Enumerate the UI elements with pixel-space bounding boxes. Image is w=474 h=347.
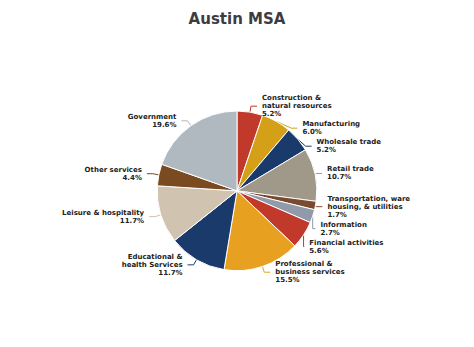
svg-text:1.7%: 1.7% — [327, 211, 346, 219]
svg-text:natural resources: natural resources — [262, 102, 332, 110]
svg-text:Professional &: Professional & — [275, 260, 332, 268]
svg-text:Government: Government — [128, 113, 177, 121]
svg-text:Construction &: Construction & — [262, 94, 321, 102]
svg-text:5.2%: 5.2% — [317, 146, 336, 154]
svg-text:4.4%: 4.4% — [122, 174, 141, 182]
svg-text:Leisure & hospitality: Leisure & hospitality — [62, 209, 145, 217]
svg-text:10.7%: 10.7% — [327, 173, 351, 181]
svg-text:11.7%: 11.7% — [120, 217, 144, 225]
svg-text:Austin MSA: Austin MSA — [189, 10, 286, 28]
svg-text:Financial activities: Financial activities — [309, 239, 383, 247]
svg-text:Information: Information — [320, 221, 366, 229]
svg-text:Other services: Other services — [85, 166, 142, 174]
svg-text:Manufacturing: Manufacturing — [302, 120, 360, 128]
svg-text:health Services: health Services — [122, 261, 183, 269]
svg-text:15.5%: 15.5% — [275, 276, 299, 284]
svg-text:Retail trade: Retail trade — [327, 165, 374, 173]
svg-text:2.7%: 2.7% — [320, 229, 339, 237]
svg-text:5.6%: 5.6% — [309, 247, 328, 255]
svg-text:Educational &: Educational & — [128, 253, 183, 261]
svg-text:6.0%: 6.0% — [302, 128, 321, 136]
svg-text:housing, & utilities: housing, & utilities — [327, 203, 402, 211]
svg-text:business services: business services — [275, 268, 344, 276]
svg-text:Transportation, ware: Transportation, ware — [327, 195, 410, 203]
svg-text:Wholesale trade: Wholesale trade — [317, 138, 382, 146]
svg-text:11.7%: 11.7% — [158, 269, 182, 277]
svg-text:19.6%: 19.6% — [152, 121, 176, 129]
svg-text:5.2%: 5.2% — [262, 110, 281, 118]
